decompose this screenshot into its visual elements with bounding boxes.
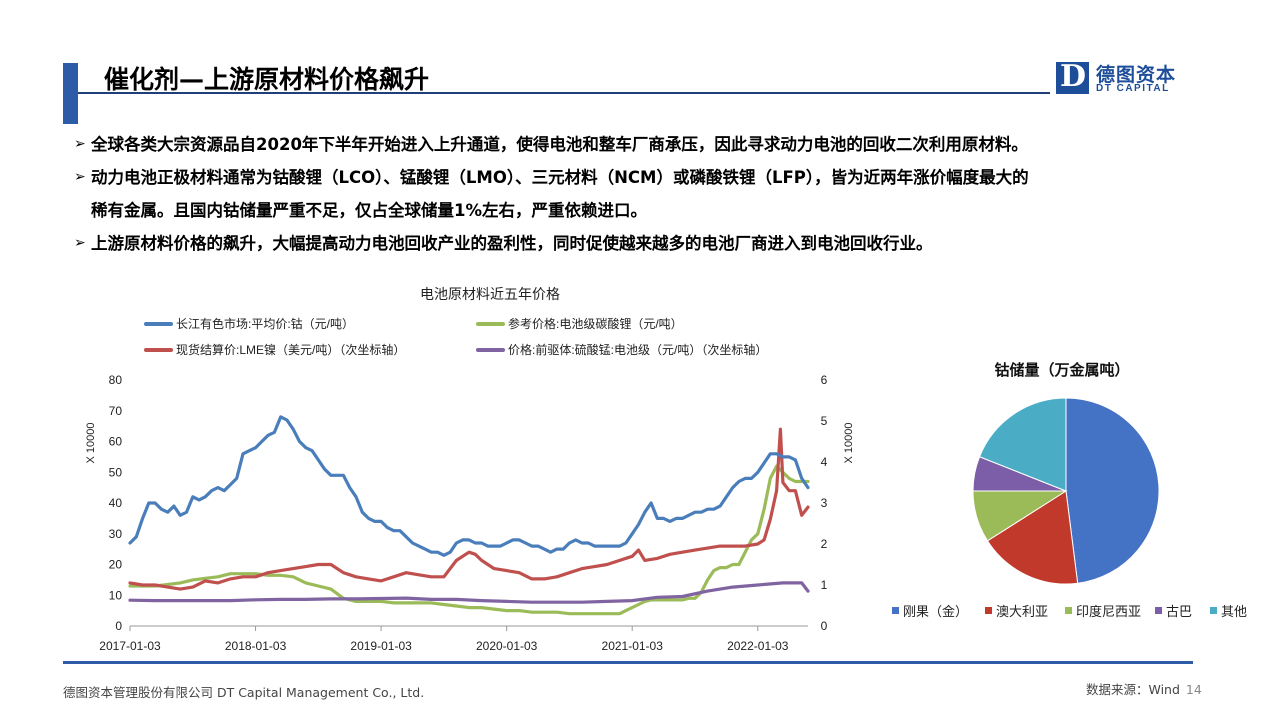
logo-en-text: DT CAPITAL [1096, 83, 1170, 94]
title-underline [78, 92, 1050, 94]
x-tick-label: 2020-01-03 [476, 639, 538, 653]
footer-source-text: 数据来源：Wind [1086, 682, 1180, 697]
bullet-list: ➢ 全球各类大宗资源品自2020年下半年开始进入上升通道，使得电池和整车厂商承压… [74, 128, 1224, 260]
logo-mark-icon: D [1056, 59, 1089, 94]
pie-chart: 钴储量（万金属吨） 刚果（金） 澳大利亚 印度尼西亚 古巴 其他 [892, 361, 1247, 619]
series-line [128, 581, 810, 604]
pie-legend-label: 刚果（金） [903, 604, 968, 619]
pie-legend-label: 澳大利亚 [996, 604, 1048, 619]
logo-cn-text: 德图资本 [1096, 64, 1177, 86]
logo-mark-letter: D [1060, 59, 1087, 94]
page-title: 催化剂—上游原材料价格飙升 [104, 65, 430, 94]
bullet-text: 动力电池正极材料通常为钴酸锂（LCO）、锰酸锂（LMO）、三元材料（NCM）或磷… [91, 168, 1029, 187]
pie-legend-swatch [1155, 607, 1162, 614]
pie-legend-swatch [985, 607, 992, 614]
y-left-tick-label: 50 [109, 465, 123, 479]
x-tick-label: 2021-01-03 [602, 639, 664, 653]
y-right-tick-label: 6 [821, 373, 828, 387]
pie-legend-swatch [892, 607, 899, 614]
y-right-tick-label: 2 [821, 537, 828, 551]
pie-slice [986, 490, 1079, 585]
legend-label: 长江有色市场:平均价:钴（元/吨） [176, 316, 354, 331]
y-left-tick-label: 70 [109, 404, 123, 418]
pie-legend-label: 其他 [1221, 604, 1247, 619]
y-right-tick-label: 1 [821, 578, 828, 592]
bullet-item: ➢ 上游原材料价格的飙升，大幅提高动力电池回收产业的盈利性，同时促使越来越多的电… [74, 227, 1224, 260]
series-line [128, 464, 810, 616]
pie-slice [1065, 397, 1160, 584]
y-right-tick-label: 5 [821, 414, 828, 428]
y-right-tick-label: 4 [821, 455, 828, 469]
legend-label: 价格:前驱体:硫酸锰:电池级（元/吨）（次坐标轴） [508, 342, 767, 357]
y-right-tick-label: 3 [821, 496, 828, 510]
bullet-arrow-icon: ➢ [74, 136, 86, 152]
footer-rule [63, 661, 1193, 664]
pie-legend-swatch [1065, 607, 1072, 614]
pie-slice [978, 397, 1067, 492]
y-left-axis-label: X 10000 [85, 423, 97, 464]
pie-legend-swatch [1210, 607, 1217, 614]
y-left-tick-label: 60 [109, 435, 123, 449]
y-left-tick-label: 40 [109, 496, 123, 510]
y-left-tick-label: 0 [115, 619, 122, 633]
bullet-text-continued: 稀有金属。且国内钴储量严重不足，仅占全球储量1%左右，严重依赖进口。 [91, 201, 648, 220]
y-left-tick-label: 80 [109, 373, 123, 387]
footer-company: 德图资本管理股份有限公司 DT Capital Management Co., … [63, 685, 425, 700]
bullet-text: 上游原材料价格的飙升，大幅提高动力电池回收产业的盈利性，同时促使越来越多的电池厂… [91, 234, 933, 253]
bullet-item: ➢ 全球各类大宗资源品自2020年下半年开始进入上升通道，使得电池和整车厂商承压… [74, 128, 1224, 161]
footer-source: 数据来源：Wind 14 [1086, 679, 1202, 698]
series-line [128, 427, 810, 591]
pie-legend-label: 印度尼西亚 [1076, 604, 1141, 619]
pie-title: 钴储量（万金属吨） [994, 361, 1129, 379]
series-line [128, 415, 810, 557]
x-tick-label: 2022-01-03 [727, 639, 789, 653]
chart-title: 电池原材料近五年价格 [420, 286, 560, 302]
bullet-item: ➢ 动力电池正极材料通常为钴酸锂（LCO）、锰酸锂（LMO）、三元材料（NCM）… [74, 161, 1224, 227]
legend-label: 参考价格:电池级碳酸锂（元/吨） [508, 316, 683, 331]
y-left-tick-label: 10 [109, 588, 123, 602]
title-accent-bar [63, 63, 78, 124]
y-left-tick-label: 20 [109, 558, 123, 572]
x-tick-label: 2019-01-03 [350, 639, 412, 653]
bullet-text: 全球各类大宗资源品自2020年下半年开始进入上升通道，使得电池和整车厂商承压，因… [91, 135, 1028, 154]
x-tick-label: 2017-01-03 [99, 639, 161, 653]
page-number: 14 [1185, 682, 1202, 697]
y-right-tick-label: 0 [821, 619, 828, 633]
bullet-arrow-icon: ➢ [74, 169, 86, 185]
y-right-axis-label: X 10000 [843, 423, 855, 464]
x-tick-label: 2018-01-03 [225, 639, 287, 653]
bullet-arrow-icon: ➢ [74, 235, 86, 251]
pie-legend-label: 古巴 [1166, 604, 1192, 619]
y-left-tick-label: 30 [109, 527, 123, 541]
dt-capital-logo: D 德图资本 DT CAPITAL [1056, 59, 1180, 96]
legend-label: 现货结算价:LME镍（美元/吨）（次坐标轴） [176, 342, 405, 357]
